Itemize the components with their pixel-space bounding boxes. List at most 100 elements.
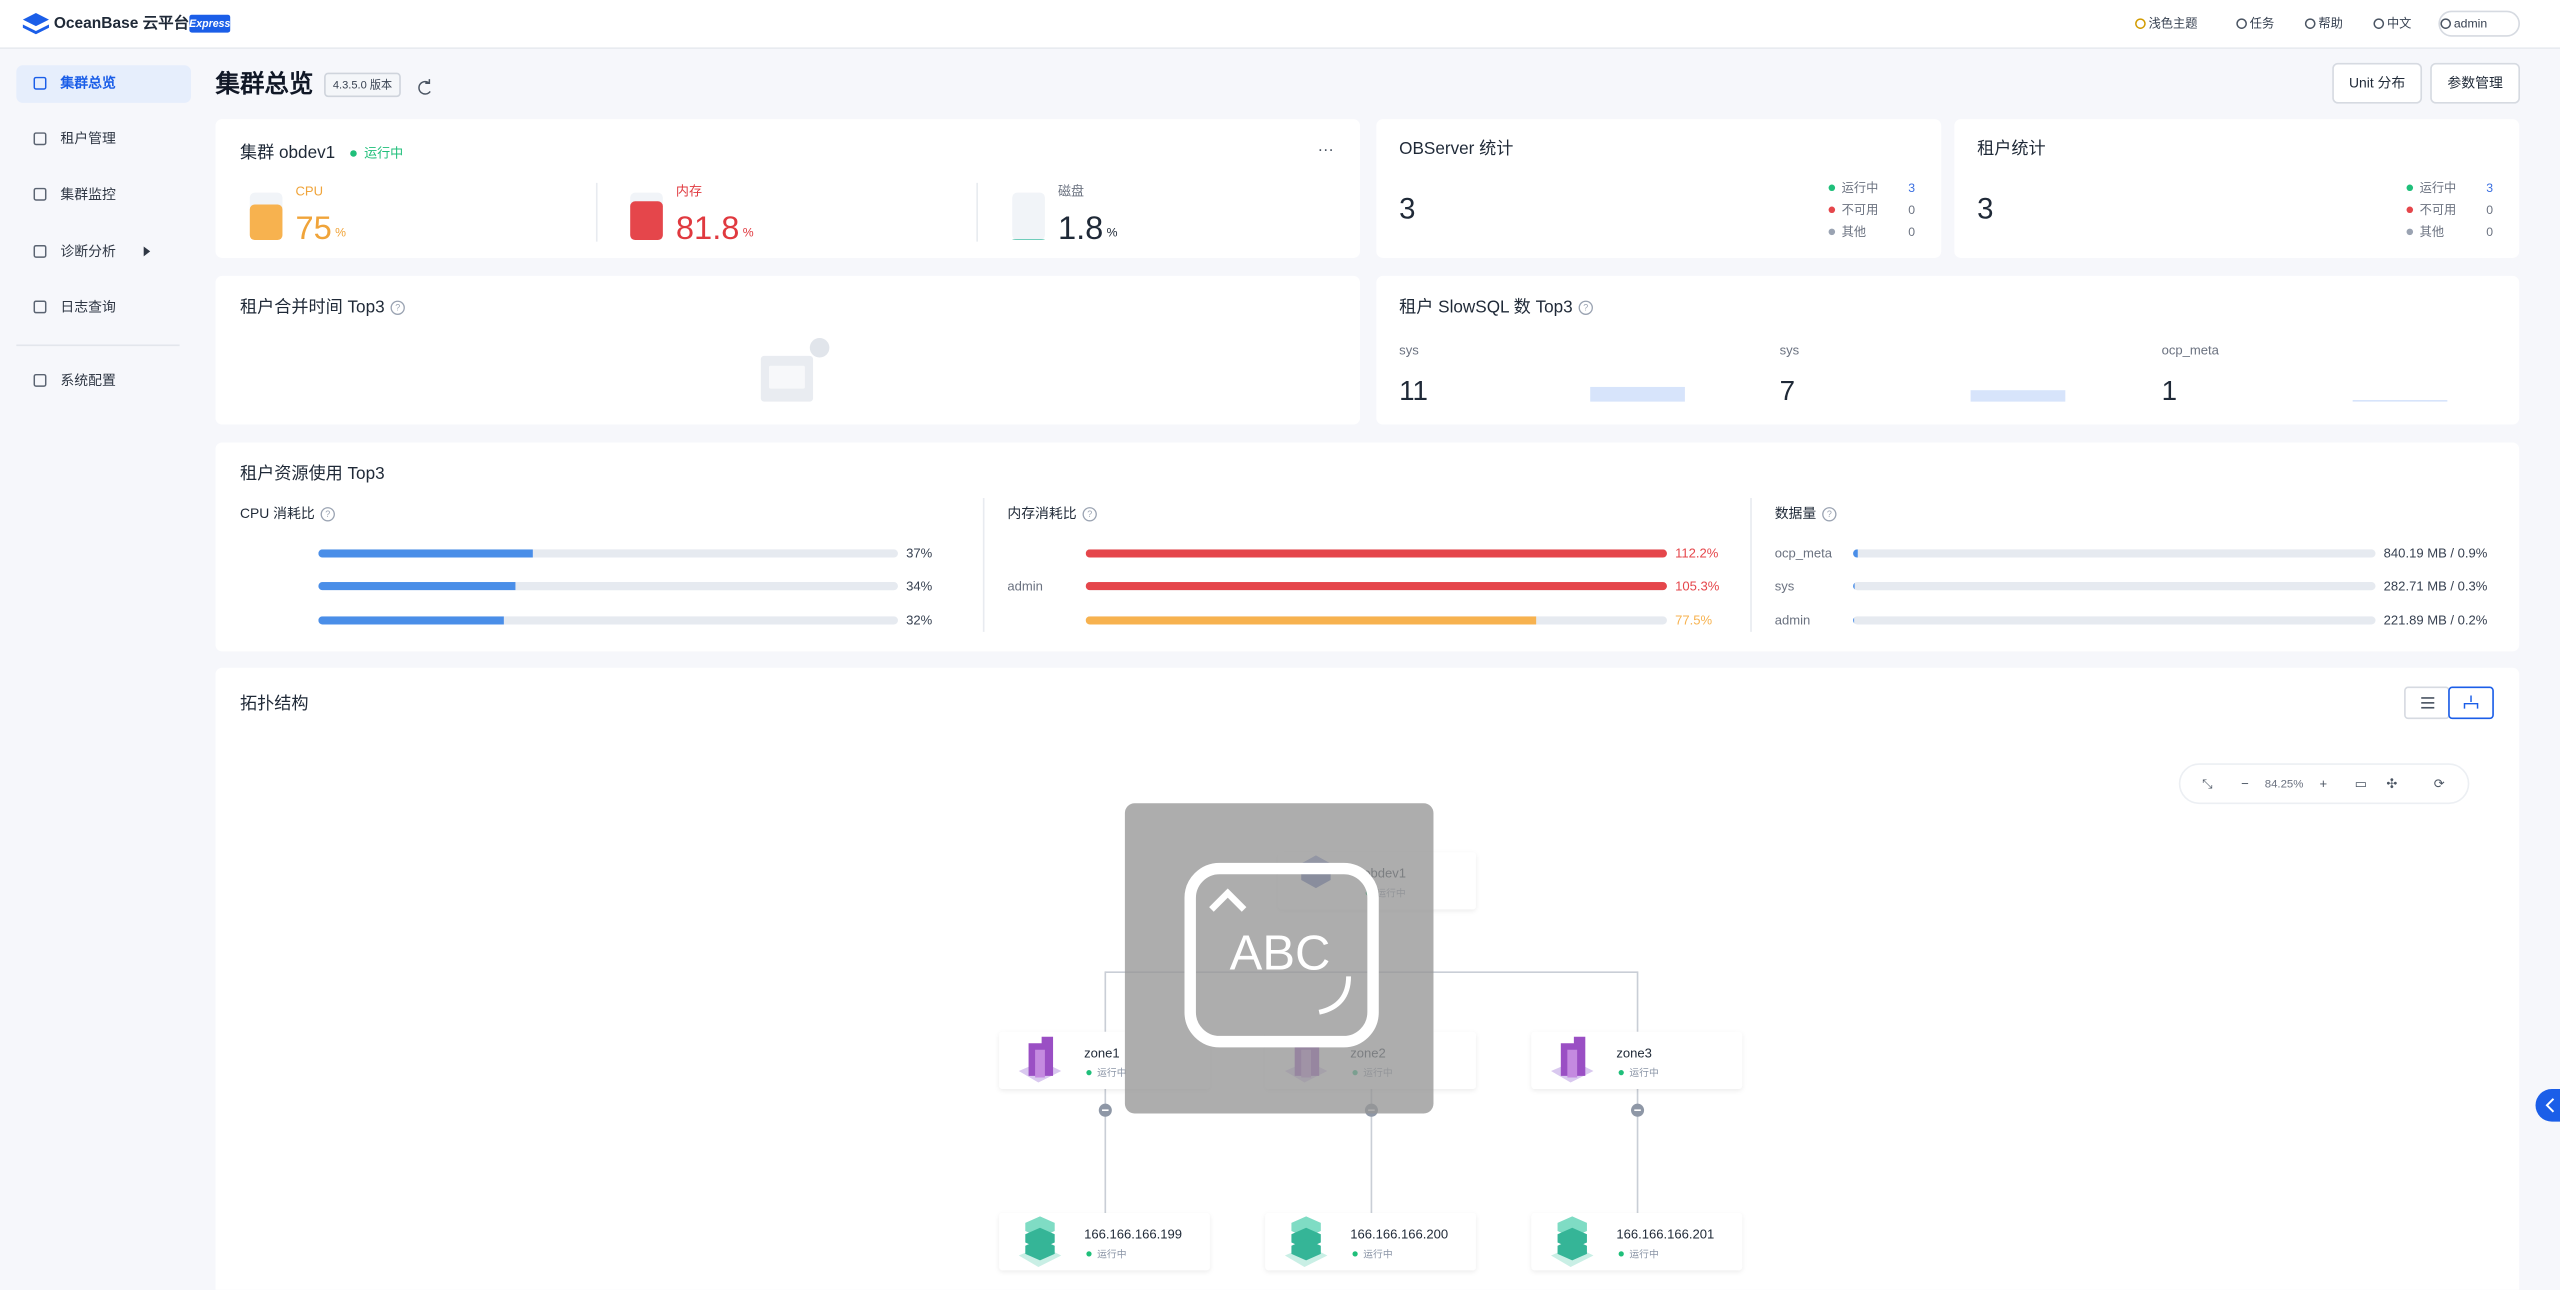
sidebar-icon [33, 187, 47, 201]
legend-label: 不可用 [2420, 203, 2457, 217]
sidebar-item[interactable]: 系统配置 [60, 372, 116, 388]
stat-total: 3 [1977, 192, 1993, 225]
legend-value: 0 [2486, 203, 2493, 217]
nav-icon [2373, 18, 2385, 29]
help-icon [390, 300, 405, 315]
slowsql-value: 11 [1399, 375, 1428, 406]
button-label[interactable]: Unit 分布 [2349, 75, 2405, 91]
legend-value: 0 [1908, 203, 1915, 217]
brand: OceanBase 云平台 [54, 13, 189, 32]
bar [1085, 582, 1667, 591]
nav-item[interactable]: 浅色主题 [2149, 16, 2198, 30]
nav-item[interactable]: admin [2454, 16, 2488, 30]
sidebar-item[interactable]: 集群监控 [60, 186, 116, 202]
metric-value: 81.8 [676, 209, 740, 246]
bar-label: 77.5% [1675, 613, 1712, 628]
node-icon [1567, 1049, 1578, 1078]
refresh-icon[interactable] [418, 79, 431, 95]
nav-item[interactable]: 中文 [2387, 15, 2411, 30]
sidebar-item[interactable]: 租户管理 [60, 130, 116, 146]
legend-label: 运行中 [2420, 180, 2457, 195]
overlay-text: ABC [1230, 927, 1331, 981]
zoom-control[interactable]: ▭ [2355, 776, 2367, 791]
group-title: CPU 消耗比 [240, 505, 315, 521]
tenant-name: admin [1775, 613, 1811, 628]
zoom-control[interactable]: + [2319, 776, 2327, 791]
status-dot [1086, 1251, 1092, 1257]
legend-value: 0 [1908, 225, 1915, 239]
bar [318, 616, 504, 625]
legend-dot [1828, 206, 1836, 214]
nav-item[interactable]: 任务 [2250, 15, 2274, 30]
bar-label: 34% [906, 578, 933, 593]
sparkline [2352, 399, 2448, 402]
tenant-name: ocp_meta [1775, 546, 1833, 561]
bar-label: 105.3% [1675, 578, 1720, 593]
nav-item[interactable]: 帮助 [2318, 16, 2342, 30]
sidebar-item[interactable]: 集群总览 [59, 75, 116, 91]
overlay-cursor [1318, 976, 1352, 1015]
button[interactable] [2332, 62, 2423, 104]
legend-label: 其他 [1842, 225, 1866, 239]
tenant-name: ocp_meta [2162, 342, 2220, 357]
sparkline [1970, 390, 2066, 402]
sidebar-item[interactable]: 日志查询 [60, 298, 116, 314]
bar-label: 282.71 MB / 0.3% [2384, 578, 2488, 593]
sidebar-item[interactable]: 诊断分析 [60, 243, 116, 259]
button-label[interactable]: 参数管理 [2447, 75, 2503, 91]
sidebar-icon [33, 300, 47, 314]
button[interactable] [2430, 62, 2520, 104]
nav-icon [2135, 18, 2146, 29]
bar-label: 112.2% [1675, 546, 1719, 561]
zoom-bar [2178, 763, 2470, 805]
card-title: 租户资源使用 Top3 [240, 463, 385, 483]
help-icon-glyph: ? [1827, 509, 1832, 519]
logo [22, 13, 49, 35]
legend-dot [1828, 184, 1836, 192]
metric-label: 磁盘 [1058, 183, 1084, 198]
status-dot [1086, 1070, 1092, 1076]
bar [1853, 616, 1855, 625]
card [215, 119, 1360, 258]
card-title: 集群 obdev1 [240, 142, 335, 162]
version-tag [324, 72, 401, 98]
page-title: 集群总览 [215, 69, 314, 98]
track [1853, 616, 2376, 625]
legend-value: 0 [2486, 225, 2493, 239]
card-title: 租户统计 [1977, 138, 2046, 158]
metric-unit: % [1107, 226, 1118, 240]
bar-label: 221.89 MB / 0.2% [2384, 613, 2488, 628]
user-pill[interactable] [2438, 10, 2520, 37]
zoom-control[interactable]: ✣ [2386, 776, 2397, 791]
card-title: OBServer 统计 [1399, 138, 1513, 158]
card-title: 租户合并时间 Top3 [240, 296, 385, 316]
help-icon-glyph: ? [1087, 509, 1092, 519]
bar [1853, 582, 1855, 591]
slowsql-value: 1 [2162, 375, 2177, 406]
zoom-control[interactable]: ⟳ [2434, 776, 2445, 791]
more-icon[interactable]: ··· [1318, 141, 1334, 159]
status-dot [1618, 1251, 1624, 1257]
status-dot [350, 150, 357, 157]
zoom-control[interactable]: − [2241, 776, 2249, 791]
view-toggle[interactable] [2448, 686, 2494, 720]
legend-dot [2406, 206, 2414, 214]
node-status: 运行中 [1097, 1247, 1126, 1260]
track [1853, 582, 2376, 591]
gauge-shell [1012, 192, 1045, 240]
legend-dot [1828, 228, 1836, 236]
bar-label: 32% [906, 613, 933, 628]
badge [189, 14, 231, 33]
zoom-control[interactable]: ⤡ [2202, 776, 2213, 791]
metric-label: CPU [296, 183, 324, 198]
sidebar-icon [33, 76, 47, 90]
node-name: 166.166.166.201 [1616, 1227, 1714, 1242]
legend-dot [2406, 228, 2414, 236]
card [1954, 119, 2520, 258]
node-icon [1557, 1239, 1587, 1261]
sidebar-icon [33, 244, 47, 258]
legend-value: 3 [1908, 181, 1915, 195]
